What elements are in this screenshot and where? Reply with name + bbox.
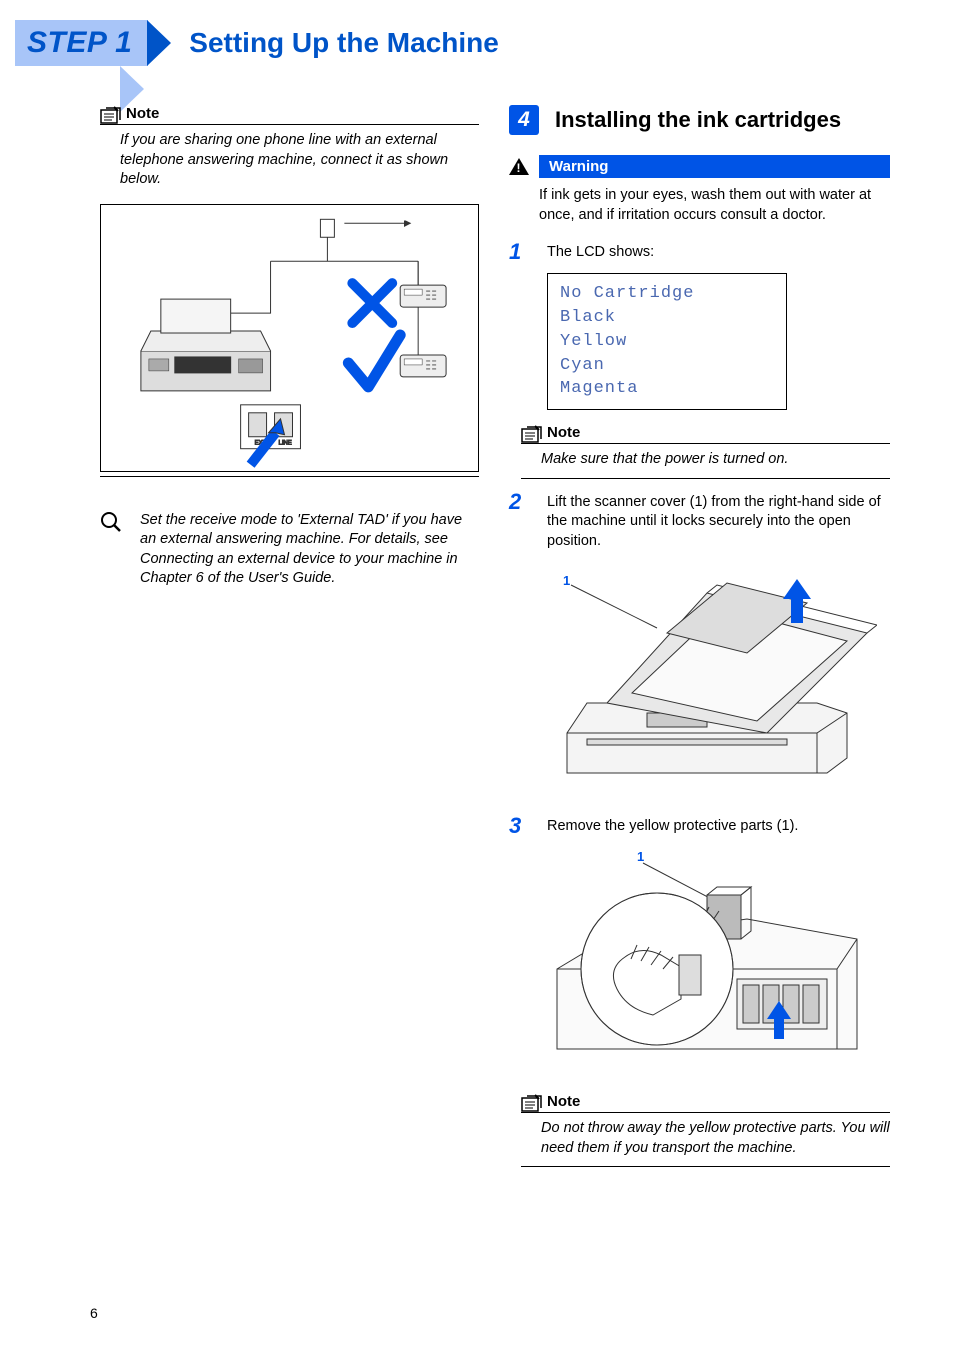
section-title: Installing the ink cartridges <box>555 105 841 133</box>
section-header: 4 Installing the ink cartridges <box>509 105 890 135</box>
warning-header: Warning <box>509 155 890 178</box>
step-2: 2 Lift the scanner cover (1) from the ri… <box>509 491 890 552</box>
connection-diagram: EXT LINE <box>100 204 479 472</box>
tip-text: Set the receive mode to 'External TAD' i… <box>140 511 479 589</box>
step-number: 3 <box>509 815 531 837</box>
step-number: 2 <box>509 491 531 552</box>
note-body: If you are sharing one phone line with a… <box>100 125 479 194</box>
lcd-line: Black <box>560 306 774 330</box>
note-label: Note <box>126 105 159 122</box>
lcd-line: Yellow <box>560 330 774 354</box>
note-body: Do not throw away the yellow protective … <box>521 1113 890 1162</box>
step-banner: STEP 1 Setting Up the Machine <box>15 20 499 66</box>
warning-icon <box>509 158 529 175</box>
step-text: Remove the yellow protective parts (1). <box>547 815 890 837</box>
note-header: Note <box>521 424 890 444</box>
magnify-icon <box>100 511 122 589</box>
callout-label: 1 <box>637 849 644 864</box>
note-header: Note <box>100 105 479 125</box>
left-column: Note If you are sharing one phone line w… <box>100 105 479 1167</box>
page-number: 6 <box>90 1305 98 1321</box>
section-number: 4 <box>509 105 539 135</box>
note-icon <box>100 106 120 122</box>
lcd-display: No Cartridge Black Yellow Cyan Magenta <box>547 273 787 410</box>
note-header: Note <box>521 1093 890 1113</box>
callout-label: 1 <box>563 573 570 588</box>
step-text: The LCD shows: <box>547 241 890 263</box>
note-icon <box>521 1094 541 1110</box>
scanner-cover-figure: 1 <box>547 563 890 803</box>
lcd-line: Cyan <box>560 354 774 378</box>
page-title: Setting Up the Machine <box>189 20 499 66</box>
note-label: Note <box>547 1093 580 1110</box>
note-label: Note <box>547 424 580 441</box>
step-1: 1 The LCD shows: <box>509 241 890 263</box>
note-icon <box>521 425 541 441</box>
right-column: 4 Installing the ink cartridges Warning … <box>509 105 890 1167</box>
protective-parts-figure: 1 <box>547 849 890 1079</box>
warning-body: If ink gets in your eyes, wash them out … <box>509 178 890 229</box>
tip-block: Set the receive mode to 'External TAD' i… <box>100 511 479 589</box>
step-label: STEP 1 <box>15 20 148 66</box>
step-number: 1 <box>509 241 531 263</box>
note-body: Make sure that the power is turned on. <box>521 444 890 474</box>
svg-text:LINE: LINE <box>279 440 292 446</box>
warning-label: Warning <box>539 155 890 178</box>
step-text: Lift the scanner cover (1) from the righ… <box>547 491 890 552</box>
lcd-line: Magenta <box>560 377 774 401</box>
step-3: 3 Remove the yellow protective parts (1)… <box>509 815 890 837</box>
lcd-line: No Cartridge <box>560 282 774 306</box>
